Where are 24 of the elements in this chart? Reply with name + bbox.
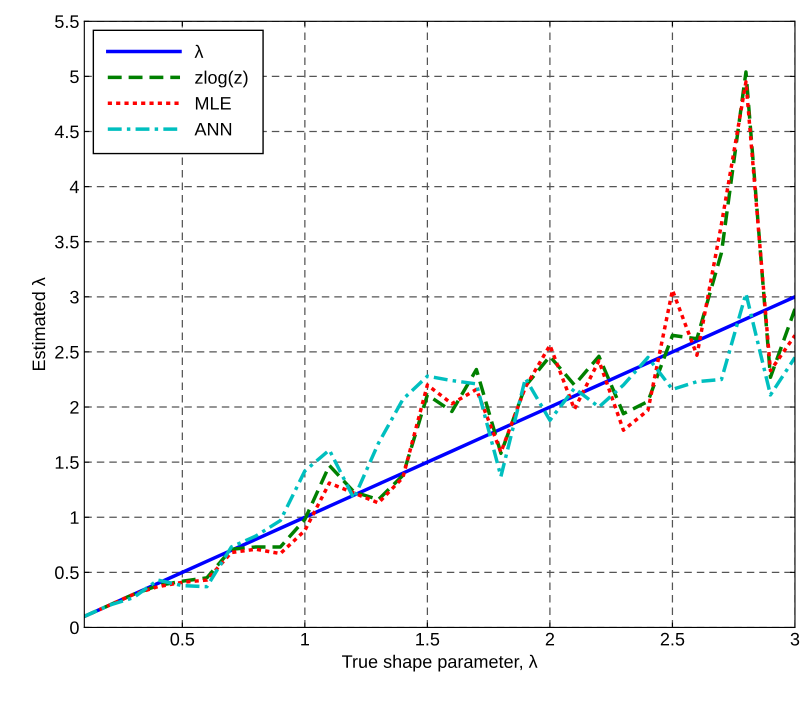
x-tick-label: 1.5 xyxy=(416,632,440,646)
y-tick-label: 2.5 xyxy=(55,346,79,359)
legend-label: zlog(z) xyxy=(195,70,248,88)
x-axis-title: True shape parameter, λ xyxy=(342,654,538,672)
y-tick-label: 1.5 xyxy=(56,456,79,469)
y-tick-label: 0.5 xyxy=(55,566,79,580)
x-tick-label: 3 xyxy=(790,632,800,646)
legend-label: λ xyxy=(194,44,204,58)
y-tick-label: 0 xyxy=(70,621,79,634)
x-tick-label: 1 xyxy=(301,632,310,646)
y-tick-label: 4 xyxy=(70,180,79,194)
x-tick-label: 2 xyxy=(546,632,554,646)
y-axis-title: Estimated λ xyxy=(32,277,46,370)
y-tick-label: 2 xyxy=(70,400,79,414)
y-tick-label: 4.5 xyxy=(54,126,79,138)
y-tick-label: 5.5 xyxy=(55,15,79,28)
x-tick-label: 0.5 xyxy=(170,632,194,646)
y-tick-label: 5 xyxy=(70,70,79,84)
legend-label: ANN xyxy=(194,122,232,136)
y-tick-label: 3 xyxy=(70,290,79,304)
x-tick-label: 2.5 xyxy=(660,632,684,646)
y-tick-label: 3.5 xyxy=(55,236,79,248)
legend-label: MLE xyxy=(196,97,231,110)
y-tick-label: 1 xyxy=(70,511,79,524)
